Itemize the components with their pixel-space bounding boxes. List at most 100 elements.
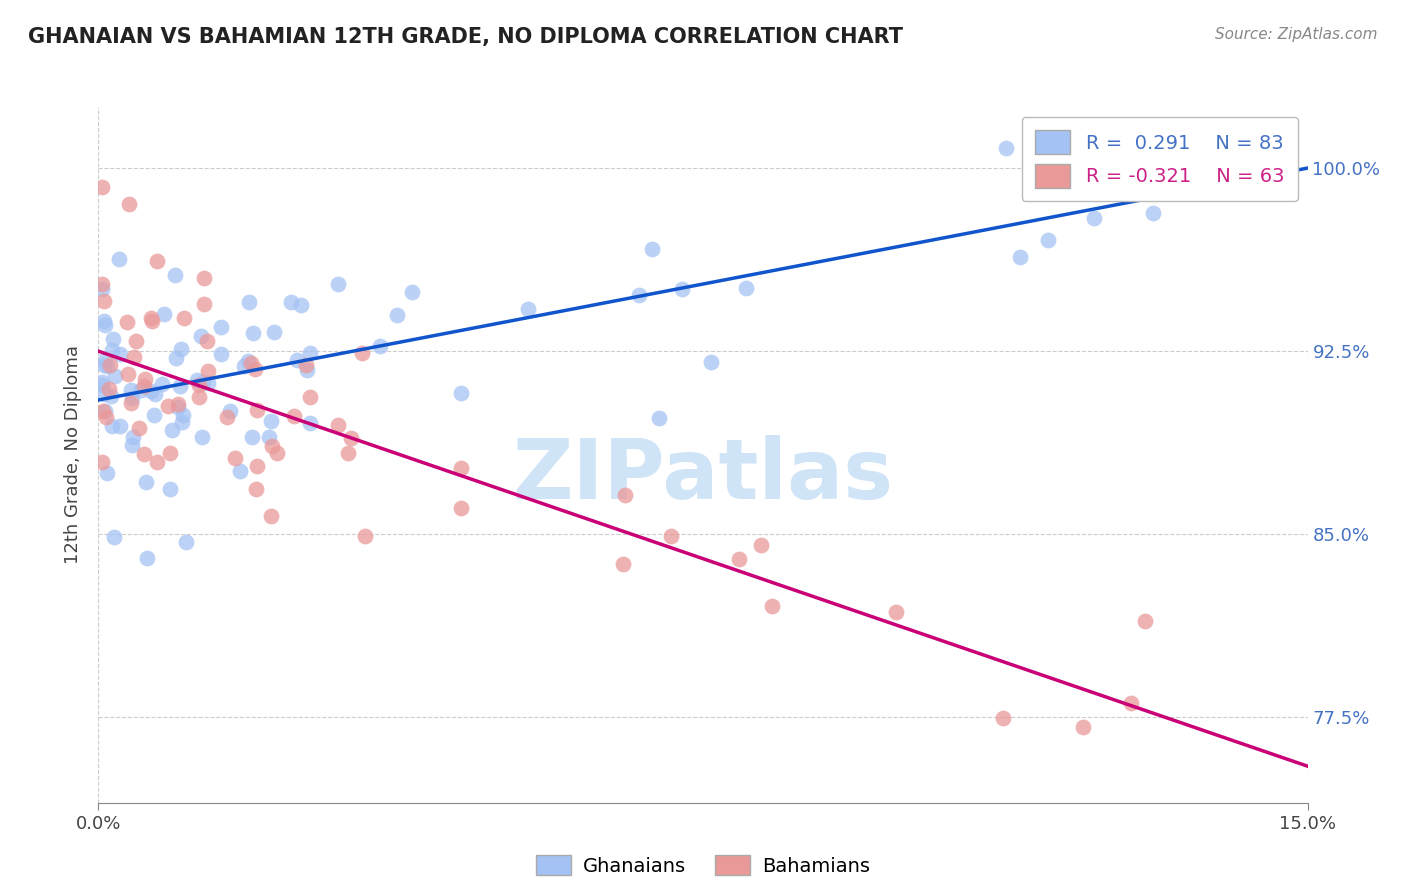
Point (101, 419, 124, 434)
Point (385, 308, 408, 322)
Point (93, 294, 115, 309)
Point (751, 538, 773, 552)
Point (173, 310, 195, 325)
Point (993, 711, 1015, 725)
Point (125, 334, 148, 348)
Point (121, 391, 143, 405)
Point (246, 402, 269, 417)
Point (96, 409, 118, 424)
Point (245, 482, 267, 496)
Point (190, 329, 212, 343)
Point (516, 301, 538, 316)
Point (242, 326, 264, 340)
Point (728, 552, 751, 566)
Point (101, 343, 124, 358)
Point (260, 439, 283, 453)
Point (187, 377, 209, 392)
Point (186, 373, 208, 387)
Point (139, 384, 162, 398)
Point (1083, 211, 1105, 226)
Point (1026, 186, 1049, 200)
Point (136, 551, 159, 566)
Point (627, 288, 650, 302)
Point (193, 297, 215, 311)
Point (401, 285, 423, 300)
Point (160, 423, 183, 437)
Point (117, 315, 139, 329)
Point (145, 387, 167, 401)
Point (121, 438, 143, 452)
Point (328, 277, 350, 291)
Point (167, 400, 190, 414)
Point (195, 334, 218, 348)
Point (159, 446, 181, 460)
Point (240, 356, 263, 370)
Point (96, 466, 118, 480)
Point (263, 325, 285, 339)
Point (260, 508, 283, 523)
Point (146, 254, 169, 268)
Point (700, 355, 723, 369)
Point (243, 362, 266, 376)
Point (94, 318, 117, 333)
Point (224, 451, 246, 466)
Point (172, 415, 194, 429)
Point (1119, 696, 1142, 710)
Point (1071, 720, 1094, 734)
Point (209, 320, 232, 334)
Point (229, 463, 252, 477)
Point (153, 307, 176, 321)
Point (141, 311, 163, 326)
Point (761, 599, 783, 613)
Point (295, 363, 318, 377)
Text: GHANAIAN VS BAHAMIAN 12TH GRADE, NO DIPLOMA CORRELATION CHART: GHANAIAN VS BAHAMIAN 12TH GRADE, NO DIPL… (28, 27, 903, 46)
Point (994, 141, 1017, 155)
Point (103, 530, 125, 544)
Point (100, 358, 122, 372)
Point (94, 403, 117, 417)
Point (328, 417, 350, 432)
Point (91, 277, 114, 292)
Text: Source: ZipAtlas.com: Source: ZipAtlas.com (1215, 27, 1378, 42)
Point (283, 409, 305, 423)
Point (134, 372, 156, 386)
Point (217, 410, 239, 425)
Point (188, 390, 211, 404)
Point (735, 281, 758, 295)
Legend: Ghanaians, Bahamians: Ghanaians, Bahamians (529, 847, 877, 884)
Point (641, 242, 664, 256)
Point (240, 430, 263, 444)
Point (122, 350, 145, 364)
Point (197, 376, 219, 390)
Point (1008, 250, 1031, 264)
Point (193, 271, 215, 285)
Point (143, 408, 166, 422)
Point (1142, 206, 1164, 220)
Point (93, 359, 115, 373)
Point (612, 557, 634, 571)
Point (197, 364, 219, 378)
Point (280, 294, 302, 309)
Point (132, 447, 155, 461)
Point (91, 377, 114, 392)
Point (108, 347, 131, 361)
Point (659, 528, 682, 542)
Point (120, 396, 142, 410)
Point (132, 379, 155, 393)
Point (648, 410, 671, 425)
Point (238, 295, 260, 310)
Point (159, 482, 181, 496)
Point (170, 342, 193, 356)
Point (246, 458, 269, 473)
Point (100, 389, 122, 403)
Point (236, 353, 259, 368)
Point (354, 529, 377, 543)
Point (96, 359, 118, 374)
Point (165, 351, 187, 366)
Point (156, 400, 179, 414)
Point (108, 419, 131, 434)
Point (450, 385, 472, 400)
Point (91, 282, 114, 296)
Point (191, 375, 214, 389)
Point (350, 346, 373, 360)
